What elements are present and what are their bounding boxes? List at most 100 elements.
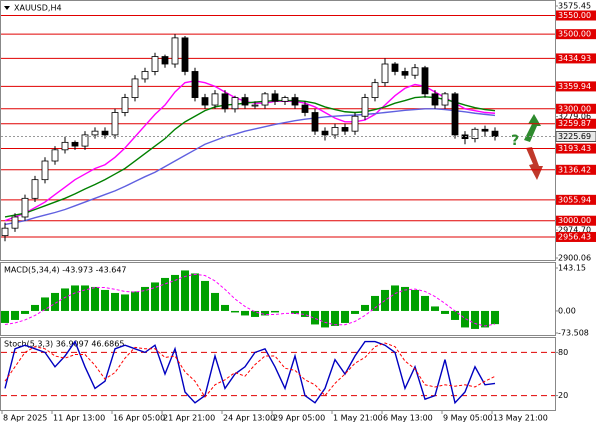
macd-bar bbox=[21, 310, 29, 314]
candle-body bbox=[31, 179, 39, 199]
level-label: 3136.42 bbox=[558, 165, 591, 174]
candle-body bbox=[111, 112, 119, 136]
x-tick-label: 24 Apr 13:00 bbox=[223, 414, 275, 423]
candle-body bbox=[311, 112, 319, 132]
x-tick-label: 1 May 21:00 bbox=[333, 414, 383, 423]
level-box bbox=[556, 81, 596, 92]
level-label: 3300.00 bbox=[558, 104, 591, 113]
macd-panel bbox=[0, 262, 556, 336]
candle-body bbox=[191, 71, 199, 98]
level-box bbox=[556, 29, 596, 40]
candle-body bbox=[321, 130, 329, 136]
moving-average bbox=[4, 108, 496, 226]
level-label: 3055.94 bbox=[558, 195, 591, 204]
level-box bbox=[556, 194, 596, 205]
candle-body bbox=[241, 97, 249, 106]
macd-bar bbox=[351, 310, 359, 314]
candle-body bbox=[401, 71, 409, 76]
macd-bar bbox=[191, 273, 199, 311]
y-tick-label: 2974.70 bbox=[558, 226, 591, 235]
macd-bar bbox=[61, 288, 69, 311]
candle-body bbox=[161, 56, 169, 65]
x-tick-label: 11 Apr 13:00 bbox=[53, 414, 105, 423]
macd-bar bbox=[261, 310, 269, 316]
macd-bar bbox=[431, 306, 439, 311]
y-tick-label: 3575.45 bbox=[558, 2, 591, 11]
macd-bar bbox=[441, 310, 449, 314]
macd-bar bbox=[301, 310, 309, 317]
macd-bar bbox=[341, 310, 349, 323]
candle-body bbox=[411, 67, 419, 76]
macd-bar bbox=[491, 310, 499, 325]
candle-body bbox=[341, 127, 349, 132]
macd-bar bbox=[81, 285, 89, 311]
annotation: ? bbox=[511, 133, 519, 149]
candle-body bbox=[21, 197, 29, 218]
macd-bar bbox=[291, 310, 299, 314]
macd-bar bbox=[371, 295, 379, 311]
macd-bar bbox=[451, 310, 459, 320]
candle-body bbox=[1, 227, 9, 237]
y-tick-label: 3279.06 bbox=[558, 112, 591, 121]
up-arrow bbox=[524, 114, 541, 142]
candle-body bbox=[421, 67, 429, 95]
y-tick-label: 2900.06 bbox=[558, 254, 591, 263]
macd-bar bbox=[311, 310, 319, 325]
macd-bar bbox=[201, 280, 209, 311]
level-label: 3359.94 bbox=[558, 82, 591, 91]
macd-bar bbox=[461, 310, 469, 328]
macd-bar bbox=[211, 292, 219, 311]
macd-bar bbox=[471, 310, 479, 329]
x-tick-label: 8 Apr 2025 bbox=[3, 414, 47, 423]
chart-title: XAUUSD,H4 bbox=[14, 4, 62, 13]
macd-bar bbox=[11, 310, 19, 320]
macd-bar bbox=[181, 270, 189, 311]
macd-bar bbox=[171, 274, 179, 311]
candle-body bbox=[471, 128, 479, 140]
candle-body bbox=[451, 93, 459, 136]
candle-body bbox=[491, 130, 499, 137]
y-tick-label: -73.508 bbox=[558, 329, 589, 338]
level-box bbox=[556, 143, 596, 154]
level-box bbox=[556, 103, 596, 114]
candle-body bbox=[71, 141, 79, 147]
macd-bar bbox=[121, 294, 129, 311]
macd-bar bbox=[231, 310, 239, 313]
macd-bar bbox=[381, 289, 389, 311]
stoch-panel bbox=[0, 337, 556, 411]
candle-body bbox=[61, 141, 69, 151]
macd-bar bbox=[411, 289, 419, 311]
stoch-title: Stoch(5,3,3) 36.9097 46.6865 bbox=[4, 340, 124, 349]
candle-body bbox=[141, 71, 149, 80]
candle-body bbox=[171, 37, 179, 65]
macd-signal bbox=[4, 273, 496, 327]
moving-average bbox=[4, 96, 496, 218]
x-tick-label: 29 Apr 05:00 bbox=[273, 414, 325, 423]
candle-body bbox=[271, 93, 279, 102]
macd-bar bbox=[101, 289, 109, 311]
candle-body bbox=[41, 160, 49, 181]
level-box bbox=[556, 10, 596, 21]
macd-bar bbox=[221, 304, 229, 311]
candle-body bbox=[331, 127, 339, 136]
level-label: 3550.00 bbox=[558, 11, 591, 20]
title-icon bbox=[4, 6, 10, 10]
macd-bar bbox=[421, 295, 429, 311]
macd-bar bbox=[241, 310, 249, 316]
candle-body bbox=[261, 93, 269, 106]
level-box bbox=[556, 231, 596, 242]
stoch-line bbox=[4, 340, 496, 405]
candle-body bbox=[151, 56, 159, 72]
candle-body bbox=[301, 104, 309, 113]
x-tick-label: 13 May 21:00 bbox=[493, 414, 548, 423]
down-arrow bbox=[526, 147, 543, 180]
candle-body bbox=[181, 37, 189, 72]
macd-bar bbox=[131, 291, 139, 311]
macd-bar bbox=[151, 282, 159, 311]
macd-bar bbox=[481, 310, 489, 328]
macd-bar bbox=[31, 304, 39, 311]
candle-body bbox=[51, 149, 59, 162]
candle-body bbox=[101, 130, 109, 136]
candle-body bbox=[361, 97, 369, 117]
level-label: 3434.93 bbox=[558, 54, 591, 63]
